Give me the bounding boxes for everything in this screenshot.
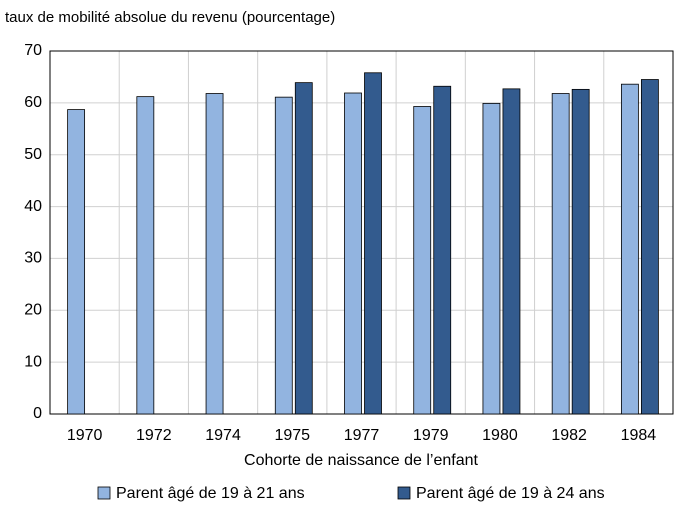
y-tick-label: 30 bbox=[24, 250, 42, 267]
bar bbox=[413, 106, 432, 415]
y-tick-label: 60 bbox=[24, 94, 42, 111]
x-tick-label: 1970 bbox=[67, 427, 103, 444]
bar bbox=[433, 85, 452, 415]
legend-label: Parent âgé de 19 à 24 ans bbox=[416, 485, 605, 502]
x-tick-label: 1972 bbox=[136, 427, 172, 444]
x-tick-label: 1980 bbox=[482, 427, 518, 444]
chart-title: taux de mobilité absolue du revenu (pour… bbox=[5, 9, 335, 26]
legend-swatch bbox=[97, 486, 111, 500]
bar bbox=[482, 102, 501, 415]
x-tick-label: 1974 bbox=[205, 427, 241, 444]
bar bbox=[274, 96, 293, 415]
bar bbox=[640, 79, 659, 415]
y-tick-label: 70 bbox=[24, 42, 42, 59]
y-tick-label: 20 bbox=[24, 302, 42, 319]
bar bbox=[551, 93, 570, 415]
bar bbox=[344, 92, 362, 415]
x-tick-label: 1977 bbox=[344, 427, 380, 444]
bar bbox=[67, 109, 86, 415]
x-tick-label: 1982 bbox=[551, 427, 587, 444]
bar bbox=[205, 93, 224, 415]
y-tick-label: 10 bbox=[24, 353, 42, 370]
bar bbox=[364, 72, 382, 415]
x-axis-label: Cohorte de naissance de l’enfant bbox=[244, 452, 478, 469]
bar bbox=[294, 82, 313, 415]
y-tick-label: 50 bbox=[24, 146, 42, 163]
y-tick-label: 0 bbox=[33, 405, 42, 422]
bar bbox=[502, 88, 521, 415]
bar bbox=[136, 96, 155, 415]
x-tick-label: 1984 bbox=[621, 427, 657, 444]
x-tick-label: 1979 bbox=[413, 427, 449, 444]
bar bbox=[571, 88, 590, 415]
x-tick-label: 1975 bbox=[274, 427, 310, 444]
bar bbox=[620, 83, 639, 415]
legend-swatch bbox=[397, 486, 411, 500]
legend-label: Parent âgé de 19 à 21 ans bbox=[116, 485, 305, 502]
y-tick-label: 40 bbox=[24, 198, 42, 215]
